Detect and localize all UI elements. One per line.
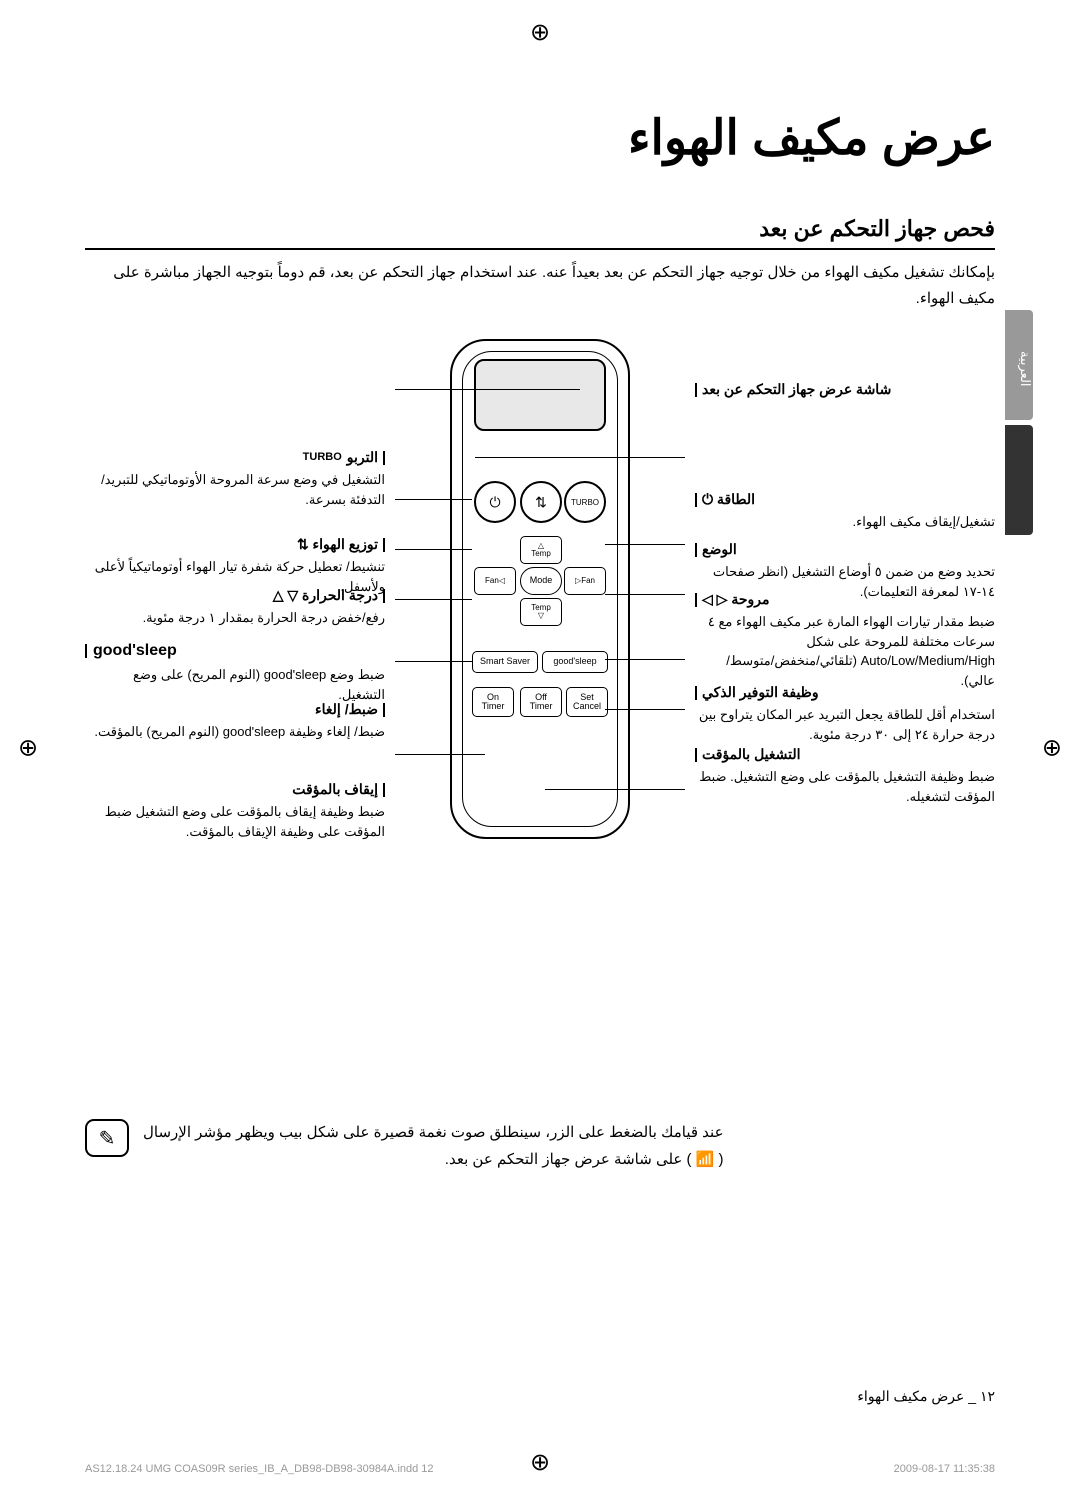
callout-turbo-label: التربو bbox=[347, 447, 378, 468]
remote-diagram: ⏻ ⇅ TURBO △Temp ◁Fan Mode Fan▷ Temp▽ Sma… bbox=[85, 339, 995, 909]
remote-outline: ⏻ ⇅ TURBO △Temp ◁Fan Mode Fan▷ Temp▽ Sma… bbox=[450, 339, 630, 839]
note-text: عند قيامك بالضغط على الزر، سينطلق صوت نغ… bbox=[143, 1119, 724, 1173]
callout-smart: وظيفة التوفير الذكي استخدام أقل للطاقة ي… bbox=[695, 682, 995, 744]
footer-date: 2009-08-17 11:35:38 bbox=[894, 1463, 995, 1475]
section-title: فحص جهاز التحكم عن بعد bbox=[85, 216, 995, 250]
turbo-icon: TURBO bbox=[571, 498, 599, 507]
callout-power: الطاقة ⏻ تشغيل/إيقاف مكيف الهواء. bbox=[695, 489, 995, 532]
crop-mark-top: ⊕ bbox=[530, 18, 550, 47]
callout-sleep-label: good'sleep bbox=[93, 642, 177, 659]
note-icon: ✎ bbox=[85, 1119, 129, 1157]
callout-fan-label: مروحة ▷ ◁ bbox=[702, 589, 769, 610]
lead-sleep bbox=[605, 659, 685, 660]
callout-set-desc: ضبط/ إلغاء وظيفة good'sleep (النوم المري… bbox=[85, 722, 385, 742]
turbo-small-icon: TURBO bbox=[303, 449, 342, 466]
tick-icon bbox=[695, 748, 697, 762]
callout-offtimer: إيقاف بالمؤقت ضبط وظيفة إيقاف بالمؤقت عل… bbox=[85, 779, 385, 841]
callout-screen-label: شاشة عرض جهاز التحكم عن بعد bbox=[702, 379, 891, 400]
smart-saver-button: Smart Saver bbox=[472, 651, 538, 673]
turbo-button: TURBO bbox=[564, 481, 606, 523]
tick-icon bbox=[383, 538, 385, 552]
side-tab-section bbox=[1005, 425, 1033, 535]
callout-screen: شاشة عرض جهاز التحكم عن بعد bbox=[695, 379, 995, 400]
callout-power-desc: تشغيل/إيقاف مكيف الهواء. bbox=[695, 512, 995, 532]
tick-icon bbox=[695, 593, 697, 607]
callout-swing-label: توزيع الهواء ⇅ bbox=[297, 534, 378, 555]
lead-turbo bbox=[475, 457, 685, 458]
lead-fan bbox=[395, 599, 472, 600]
callout-smart-label: وظيفة التوفير الذكي bbox=[702, 682, 819, 703]
tick-icon bbox=[695, 383, 697, 397]
callout-mode-label: الوضع bbox=[702, 539, 737, 560]
power-button: ⏻ bbox=[474, 481, 516, 523]
callout-offtimer-desc: ضبط وظيفة إيقاف بالمؤقت على وضع التشغيل … bbox=[85, 802, 385, 841]
tick-icon bbox=[85, 644, 87, 658]
page-title: عرض مكيف الهواء bbox=[85, 110, 995, 166]
intro-text: بإمكانك تشغيل مكيف الهواء من خلال توجيه … bbox=[85, 260, 995, 311]
tick-icon bbox=[383, 589, 385, 603]
remote-screen bbox=[474, 359, 606, 431]
note-section: عند قيامك بالضغط على الزر، سينطلق صوت نغ… bbox=[85, 1119, 995, 1173]
callout-fan: مروحة ▷ ◁ ضبط مقدار تيارات الهواء المارة… bbox=[695, 589, 995, 690]
tick-icon bbox=[383, 783, 385, 797]
callout-smart-desc: استخدام أقل للطاقة يجعل التبريد عبر المك… bbox=[695, 705, 995, 744]
callout-set-label: ضبط/ إلغاء bbox=[315, 699, 378, 720]
note-line2: ( 📶 ) على شاشة عرض جهاز التحكم عن بعد. bbox=[143, 1146, 724, 1173]
callout-fan-desc: ضبط مقدار تيارات الهواء المارة عبر مكيف … bbox=[695, 612, 995, 690]
on-timer-button: OnTimer bbox=[472, 687, 514, 717]
page-number: ١٢ _ عرض مكيف الهواء bbox=[857, 1388, 995, 1405]
lead-set bbox=[605, 709, 685, 710]
callout-set: ضبط/ إلغاء ضبط/ إلغاء وظيفة good'sleep (… bbox=[85, 699, 385, 742]
page-content: عرض مكيف الهواء فحص جهاز التحكم عن بعد ب… bbox=[85, 60, 995, 1435]
mode-button: Mode bbox=[520, 567, 562, 595]
lead-temp bbox=[605, 594, 685, 595]
swing-button: ⇅ bbox=[520, 481, 562, 523]
fan-left-button: ◁Fan bbox=[474, 567, 516, 595]
callout-sleep: good'sleep ضبط وضع good'sleep (النوم الم… bbox=[85, 639, 385, 704]
temp-down-button: Temp▽ bbox=[520, 598, 562, 626]
tick-icon bbox=[695, 493, 697, 507]
note-line1: عند قيامك بالضغط على الزر، سينطلق صوت نغ… bbox=[143, 1119, 724, 1146]
tick-icon bbox=[695, 543, 697, 557]
fan-right-button: Fan▷ bbox=[564, 567, 606, 595]
temp-up-button: △Temp bbox=[520, 536, 562, 564]
lead-swing bbox=[605, 544, 685, 545]
set-cancel-button: SetCancel bbox=[566, 687, 608, 717]
lead-smart bbox=[395, 661, 472, 662]
lead-power bbox=[395, 499, 472, 500]
crop-mark-right: ⊕ bbox=[1042, 733, 1062, 762]
crop-mark-bottom: ⊕ bbox=[530, 1448, 550, 1477]
callout-turbo-desc: التشغيل في وضع سرعة المروحة الأوتوماتيكي… bbox=[85, 470, 385, 509]
callout-ontimer-desc: ضبط وظيفة التشغيل بالمؤقت على وضع التشغي… bbox=[695, 767, 995, 806]
callout-ontimer-label: التشغيل بالمؤقت bbox=[702, 744, 801, 765]
callout-turbo: التربو TURBO التشغيل في وضع سرعة المروحة… bbox=[85, 447, 385, 509]
footer-file: AS12.18.24 UMG COAS09R series_IB_A_DB98-… bbox=[85, 1463, 434, 1475]
callout-power-label: الطاقة ⏻ bbox=[702, 489, 755, 510]
tick-icon bbox=[695, 686, 697, 700]
callout-offtimer-label: إيقاف بالمؤقت bbox=[292, 779, 378, 800]
lead-screen bbox=[395, 389, 580, 390]
power-icon: ⏻ bbox=[489, 494, 500, 511]
callout-temp-label: درجة الحرارة ▽ △ bbox=[273, 585, 378, 606]
side-tab-lang: العربية bbox=[1005, 310, 1033, 420]
lead-mode bbox=[395, 549, 472, 550]
callout-temp-desc: رفع/خفض درجة الحرارة بمقدار ١ درجة مئوية… bbox=[85, 608, 385, 628]
lead-ontimer bbox=[395, 754, 485, 755]
tick-icon bbox=[383, 703, 385, 717]
callout-ontimer: التشغيل بالمؤقت ضبط وظيفة التشغيل بالمؤق… bbox=[695, 744, 995, 806]
tick-icon bbox=[383, 451, 385, 465]
lead-offtimer bbox=[545, 789, 685, 790]
good-sleep-button: good'sleep bbox=[542, 651, 608, 673]
callout-temp: درجة الحرارة ▽ △ رفع/خفض درجة الحرارة بم… bbox=[85, 585, 385, 628]
crop-mark-left: ⊕ bbox=[18, 733, 38, 762]
off-timer-button: OffTimer bbox=[520, 687, 562, 717]
swing-icon: ⇅ bbox=[535, 494, 547, 511]
